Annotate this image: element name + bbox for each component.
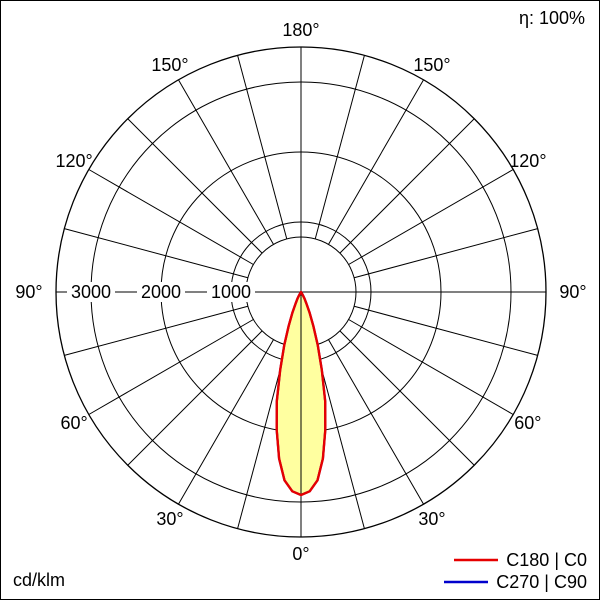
tick-label-bg: [207, 282, 255, 302]
legend: C180 | C0 C270 | C90: [444, 549, 587, 593]
radial-tick-label: 2000: [141, 282, 181, 302]
legend-item-c0: C180 | C0: [444, 549, 587, 571]
legend-label-c0: C180 | C0: [506, 549, 587, 570]
spoke-line: [64, 305, 249, 356]
spoke-line: [178, 79, 274, 245]
angle-label: 0°: [292, 544, 309, 564]
spoke-line: [127, 330, 263, 466]
spoke-line: [353, 305, 538, 356]
radial-tick-label: 1000: [211, 282, 251, 302]
angle-label: 90°: [559, 282, 586, 302]
angle-label: 120°: [55, 151, 92, 171]
spoke-line: [127, 118, 263, 254]
spoke-line: [178, 339, 274, 505]
spoke-line: [314, 55, 365, 240]
efficiency-label: η: 100%: [518, 8, 585, 28]
spoke-line: [88, 169, 254, 265]
tick-label-bg: [137, 282, 185, 302]
angle-label: 90°: [15, 282, 42, 302]
curve-c180-c0: [275, 290, 327, 497]
legend-item-c90: C270 | C90: [444, 571, 587, 593]
angle-label: 180°: [282, 20, 319, 40]
tick-label-bg: [67, 282, 115, 302]
spoke-line: [353, 228, 538, 279]
spoke-line: [348, 319, 514, 415]
angle-label: 30°: [418, 509, 445, 529]
angle-label: 30°: [156, 509, 183, 529]
legend-line-red-icon: [454, 558, 499, 562]
angle-label: 60°: [514, 413, 541, 433]
angle-label: 150°: [151, 55, 188, 75]
unit-label: cd/klm: [13, 570, 66, 590]
legend-label-c90: C270 | C90: [496, 571, 587, 592]
spoke-line: [339, 330, 475, 466]
spoke-line: [328, 79, 424, 245]
angle-label: 60°: [60, 413, 87, 433]
spoke-line: [64, 228, 249, 279]
radial-tick-label: 3000: [71, 282, 111, 302]
spoke-line: [348, 169, 514, 265]
legend-line-blue-icon: [444, 580, 489, 584]
angle-label: 120°: [509, 151, 546, 171]
angle-label: 150°: [413, 55, 450, 75]
spoke-line: [339, 118, 475, 254]
spoke-line: [328, 339, 424, 505]
spoke-line: [88, 319, 254, 415]
spoke-line: [237, 55, 288, 240]
